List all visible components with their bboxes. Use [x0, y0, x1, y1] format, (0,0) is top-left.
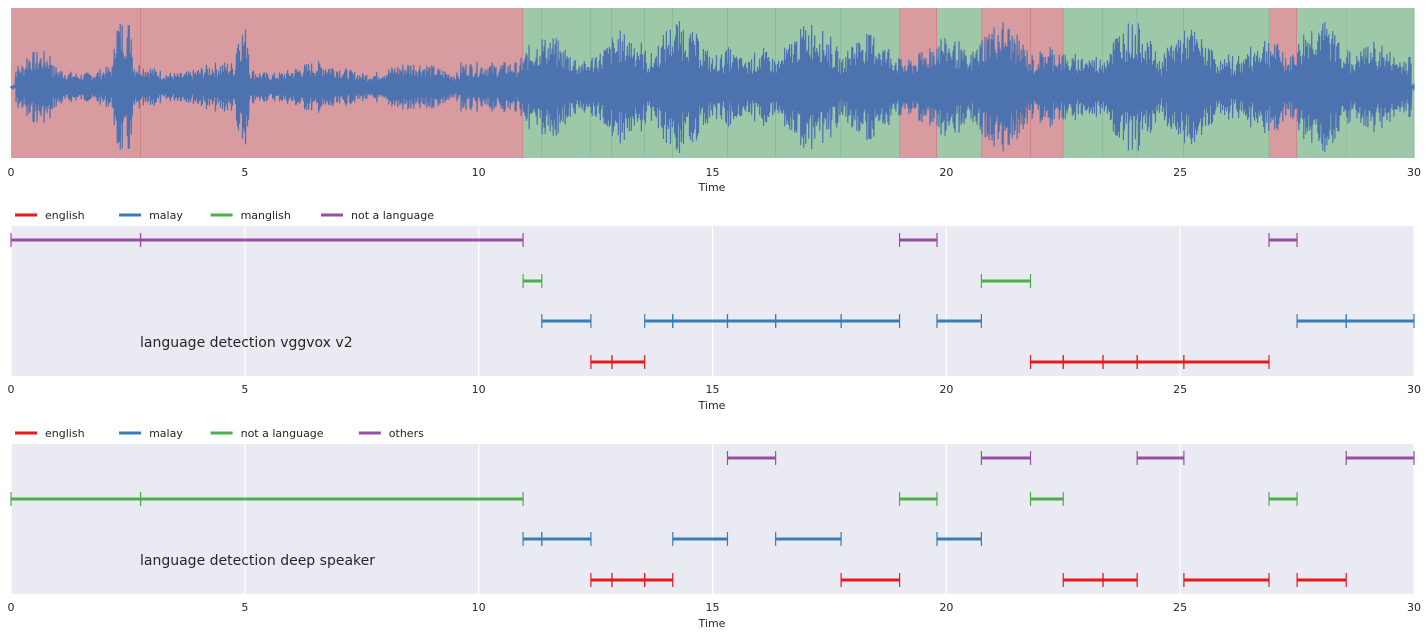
deep-speaker-x-ticks: 0 5 10 15 20 25 30: [8, 601, 1422, 614]
waveform-x-tick-label: 5: [241, 166, 248, 179]
waveform-x-tick-label: 20: [939, 166, 953, 179]
deep-speaker-segments: [10, 451, 1415, 587]
deep-speaker-annotation: language detection deep speaker: [140, 553, 375, 569]
d-x-tick-label: 25: [1173, 601, 1187, 614]
d-legend-label: others: [389, 427, 424, 440]
v-x-tick-label: 20: [939, 383, 953, 396]
v-x-tick-label: 10: [472, 383, 486, 396]
waveform-x-tick-label: 10: [472, 166, 486, 179]
waveform-line: [10, 20, 1415, 154]
waveform-x-tick-label: 25: [1173, 166, 1187, 179]
v-legend-label: not a language: [351, 209, 434, 222]
d-x-tick-label: 10: [472, 601, 486, 614]
d-legend-label: not a language: [241, 427, 324, 440]
vggvox-annotation: language detection vggvox v2: [140, 335, 353, 351]
d-x-tick-label: 5: [241, 601, 248, 614]
waveform-x-axis-label: Time: [698, 181, 726, 194]
v-x-tick-label: 0: [8, 383, 15, 396]
deep-speaker-panel: english malay not a language others languag…: [8, 427, 1422, 630]
vggvox-legend: english malay manglish not a language: [15, 209, 434, 222]
d-x-tick-label: 20: [939, 601, 953, 614]
waveform-x-tick-label: 15: [706, 166, 720, 179]
deep-speaker-legend: english malay not a language others: [15, 427, 424, 440]
waveform-x-tick-label: 0: [8, 166, 15, 179]
d-x-tick-label: 30: [1407, 601, 1421, 614]
vggvox-x-axis-label: Time: [698, 399, 726, 412]
d-legend-label: english: [45, 427, 85, 440]
vggvox-segments: [10, 233, 1415, 369]
waveform-x-tick-label: 30: [1407, 166, 1421, 179]
d-legend-label: malay: [149, 427, 183, 440]
v-x-tick-label: 15: [706, 383, 720, 396]
deep-speaker-gridlines: [10, 444, 1415, 594]
v-legend-label: manglish: [241, 209, 291, 222]
v-legend-label: malay: [149, 209, 183, 222]
v-x-tick-label: 25: [1173, 383, 1187, 396]
v-legend-label: english: [45, 209, 85, 222]
v-x-tick-label: 5: [241, 383, 248, 396]
waveform-panel: 0 5 10 15 20 25 30 Time: [8, 8, 1422, 194]
waveform-x-ticks: 0 5 10 15 20 25 30: [8, 166, 1422, 179]
deep-speaker-x-axis-label: Time: [698, 617, 726, 630]
d-x-tick-label: 0: [8, 601, 15, 614]
vggvox-x-ticks: 0 5 10 15 20 25 30: [8, 383, 1422, 396]
vggvox-panel: english malay manglish not a language langu…: [8, 209, 1422, 412]
vggvox-gridlines: [10, 226, 1415, 376]
d-x-tick-label: 15: [706, 601, 720, 614]
v-x-tick-label: 30: [1407, 383, 1421, 396]
